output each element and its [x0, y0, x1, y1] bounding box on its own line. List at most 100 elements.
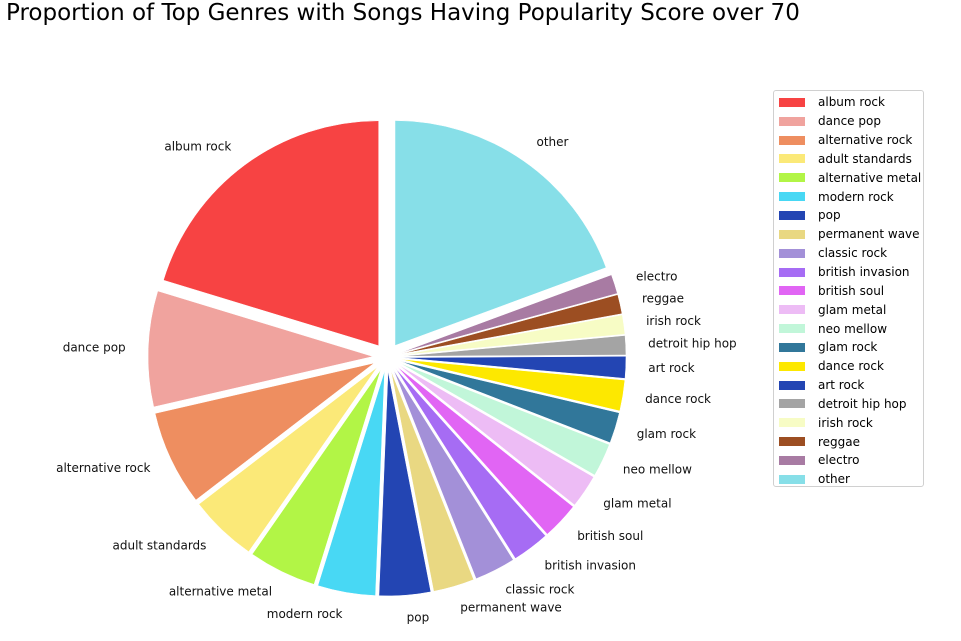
legend-label: british soul [818, 283, 885, 298]
legend-swatch [779, 173, 805, 183]
pie-slice-album-rock [163, 120, 379, 347]
pie-slice-irish-rock [400, 314, 626, 356]
pie-label-british-soul: british soul [577, 529, 643, 543]
legend-label: permanent wave [818, 227, 920, 242]
legend-swatch [779, 97, 805, 107]
legend-swatch [779, 455, 805, 465]
legend-swatch [779, 192, 805, 202]
pie-slice-other [394, 120, 607, 346]
pie-label-dance-pop: dance pop [63, 340, 126, 354]
legend-label: neo mellow [818, 321, 888, 336]
legend-swatch [779, 154, 805, 164]
pie-slice-classic-rock [393, 369, 514, 580]
legend-label: british invasion [818, 265, 910, 280]
legend-swatch [779, 399, 805, 409]
pie-label-british-invasion: british invasion [544, 558, 636, 572]
pie-slice-electro [400, 274, 618, 353]
legend-item-other: other [779, 470, 923, 489]
legend-swatch [779, 210, 805, 220]
pie-label-neo-mellow: neo mellow [623, 462, 692, 476]
pie-slice-british-soul [396, 366, 574, 535]
pie-slice-reggae [400, 294, 623, 355]
pie-label-glam-rock: glam rock [637, 427, 696, 441]
legend-swatch [779, 305, 805, 315]
legend-item-reggae: reggae [779, 432, 923, 451]
pie-label-album-rock: album rock [164, 139, 231, 153]
pie-label-reggae: reggae [642, 292, 684, 306]
legend-item-alternative-rock: alternative rock [779, 131, 923, 150]
legend-item-glam-metal: glam metal [779, 300, 923, 319]
legend-item-alternative-metal: alternative metal [779, 168, 923, 187]
legend-item-detroit-hip-hop: detroit hip hop [779, 395, 923, 414]
pie-slice-art-rock [400, 356, 627, 379]
legend-label: other [818, 472, 850, 487]
legend-swatch [779, 474, 805, 484]
legend-label: modern rock [818, 189, 894, 204]
pie-slice-neo-mellow [399, 362, 610, 476]
legend-item-british-invasion: british invasion [779, 263, 923, 282]
pie-slices [147, 120, 627, 597]
legend-label: alternative rock [818, 133, 913, 148]
legend-swatch [779, 229, 805, 239]
pie-label-art-rock: art rock [648, 361, 694, 375]
legend-swatch [779, 116, 805, 126]
legend-item-adult-standards: adult standards [779, 150, 923, 169]
pie-slice-glam-metal [398, 364, 594, 506]
pie-label-other: other [537, 135, 569, 149]
legend-label: dance rock [818, 359, 884, 374]
pie-slice-alternative-metal [251, 369, 382, 585]
legend-swatch [779, 267, 805, 277]
pie-label-classic-rock: classic rock [505, 583, 574, 597]
legend-label: glam rock [818, 340, 878, 355]
pie-slice-dance-pop [147, 290, 374, 408]
pie-slice-permanent-wave [390, 370, 475, 592]
pie-slice-glam-rock [400, 360, 620, 444]
legend-label: glam metal [818, 302, 887, 317]
legend-label: irish rock [818, 415, 873, 430]
pie-slice-adult-standards [198, 366, 378, 553]
legend-item-dance-rock: dance rock [779, 357, 923, 376]
pie-label-detroit-hip-hop: detroit hip hop [648, 337, 737, 351]
legend-swatch [779, 324, 805, 334]
legend-swatch [779, 418, 805, 428]
legend-item-modern-rock: modern rock [779, 187, 923, 206]
pie-label-adult-standards: adult standards [113, 539, 207, 553]
pie-slice-detroit-hip-hop [400, 335, 627, 357]
legend-label: detroit hip hop [818, 396, 907, 411]
legend-label: electro [818, 453, 860, 468]
pie-slice-pop [378, 370, 432, 597]
legend-item-dance-pop: dance pop [779, 112, 923, 131]
legend-item-electro: electro [779, 451, 923, 470]
legend-label: classic rock [818, 246, 888, 261]
legend-swatch [779, 342, 805, 352]
legend-swatch [779, 437, 805, 447]
legend-item-british-soul: british soul [779, 281, 923, 300]
legend-label: pop [818, 208, 841, 223]
legend-item-neo-mellow: neo mellow [779, 319, 923, 338]
legend-item-album-rock: album rock [779, 93, 923, 112]
legend-label: art rock [818, 378, 865, 393]
legend-swatch [779, 380, 805, 390]
legend-swatch [779, 135, 805, 145]
legend-item-pop: pop [779, 206, 923, 225]
legend-item-permanent-wave: permanent wave [779, 225, 923, 244]
chart-title: Proportion of Top Genres with Songs Havi… [6, 0, 800, 26]
pie-labels: album rock dance pop alternative rock adult… [56, 135, 737, 624]
pie-label-alternative-rock: alternative rock [56, 461, 150, 475]
pie-slice-alternative-rock [154, 362, 375, 501]
pie-label-alternative-metal: alternative metal [169, 584, 272, 598]
pie-label-permanent-wave: permanent wave [460, 601, 562, 615]
legend: album rock dance pop alternative rock adult… [773, 90, 924, 487]
pie-label-modern-rock: modern rock [267, 607, 343, 621]
legend-item-classic-rock: classic rock [779, 244, 923, 263]
pie-label-irish-rock: irish rock [646, 314, 701, 328]
legend-swatch [779, 286, 805, 296]
legend-item-irish-rock: irish rock [779, 413, 923, 432]
pie-label-pop: pop [407, 610, 430, 624]
legend-item-glam-rock: glam rock [779, 338, 923, 357]
legend-label: album rock [818, 95, 885, 110]
pie-slice-dance-rock [400, 359, 626, 412]
pie-label-dance-rock: dance rock [645, 392, 711, 406]
legend-item-art-rock: art rock [779, 376, 923, 395]
